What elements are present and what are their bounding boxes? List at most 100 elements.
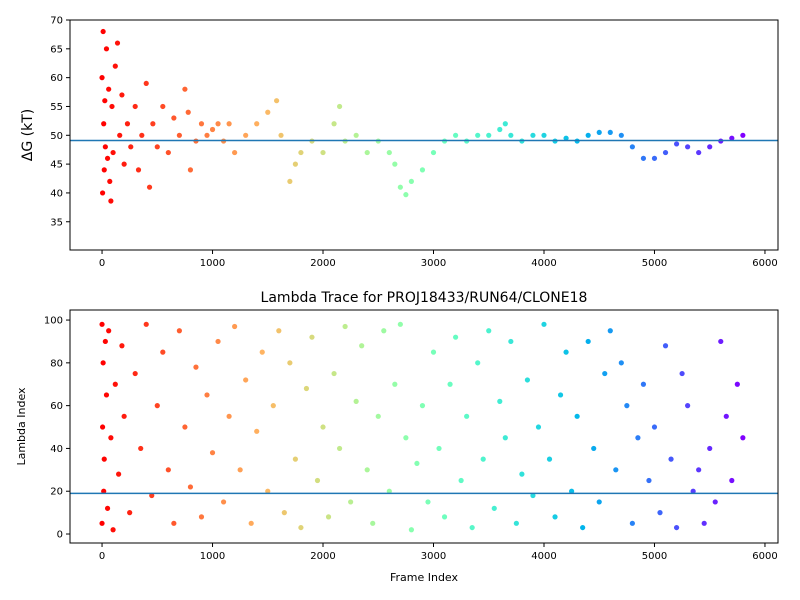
point [513,520,519,526]
point [629,520,635,526]
point [99,321,105,327]
point [662,149,669,156]
point [336,103,343,110]
point [613,467,619,473]
point [292,161,298,167]
point [502,121,508,127]
point [176,132,182,138]
y-tick-label: 35 [50,217,63,228]
point [348,499,354,505]
x-tick-label: 1000 [200,258,225,269]
point [685,144,691,150]
x-tick-label: 2000 [310,258,335,269]
point [104,155,111,161]
y-tick-label: 65 [50,44,63,55]
point [226,121,232,127]
point [101,456,107,462]
point [557,392,564,398]
point [243,132,249,138]
point [668,456,674,462]
point [679,370,685,377]
point [298,149,304,156]
point [403,435,409,441]
x-tick-label: 3000 [421,258,446,269]
point [143,321,149,327]
x-tick-label: 1000 [200,551,225,562]
point [254,121,260,127]
point [408,178,415,185]
point [574,413,580,419]
point [662,343,669,349]
point [278,132,284,138]
point [106,86,112,92]
point [102,98,108,104]
point [176,328,182,334]
point [287,360,293,366]
point [685,403,691,409]
point [243,377,249,383]
point [287,178,293,185]
point [121,161,127,167]
point [101,488,107,494]
point [135,167,142,173]
point [209,126,216,133]
point [580,524,586,531]
point [160,349,166,355]
point [303,385,310,392]
point [265,109,271,115]
point [101,167,107,173]
point [712,499,718,505]
point [707,445,713,452]
point [491,505,497,511]
point [104,505,111,511]
point [740,435,746,441]
point [102,338,108,345]
point [270,403,276,409]
plot-area [99,321,746,533]
y-axis-label: ΔG (kT) [20,109,36,161]
point [486,132,492,138]
point [237,467,243,473]
point [154,144,160,150]
x-tick-label: 0 [99,258,105,269]
point [132,370,138,377]
point [729,477,735,484]
point [127,510,133,516]
x-tick-label: 2000 [310,551,335,562]
point [187,167,194,173]
point [99,424,106,430]
point [541,132,547,138]
point [524,377,531,383]
point [596,499,602,505]
point [497,398,503,404]
point [585,132,591,138]
point [740,132,746,138]
point [452,334,459,340]
point [696,149,702,156]
point [419,167,426,173]
point [464,413,470,419]
point [480,456,486,462]
y-tick-label: 20 [50,487,63,498]
point [447,381,453,387]
point [204,392,210,398]
x-tick-label: 6000 [752,551,777,562]
point [100,360,106,366]
point [673,524,680,531]
point [182,424,188,430]
x-tick-label: 5000 [642,258,667,269]
point [397,321,403,327]
point [106,328,112,334]
point [508,338,514,345]
point [232,323,238,330]
y-tick-label: 60 [50,401,63,412]
point [342,323,348,330]
point [441,514,448,520]
axes-frame [69,19,779,251]
point [171,115,177,121]
point [109,103,115,110]
point [193,364,199,370]
point [502,435,508,441]
point [430,149,437,156]
